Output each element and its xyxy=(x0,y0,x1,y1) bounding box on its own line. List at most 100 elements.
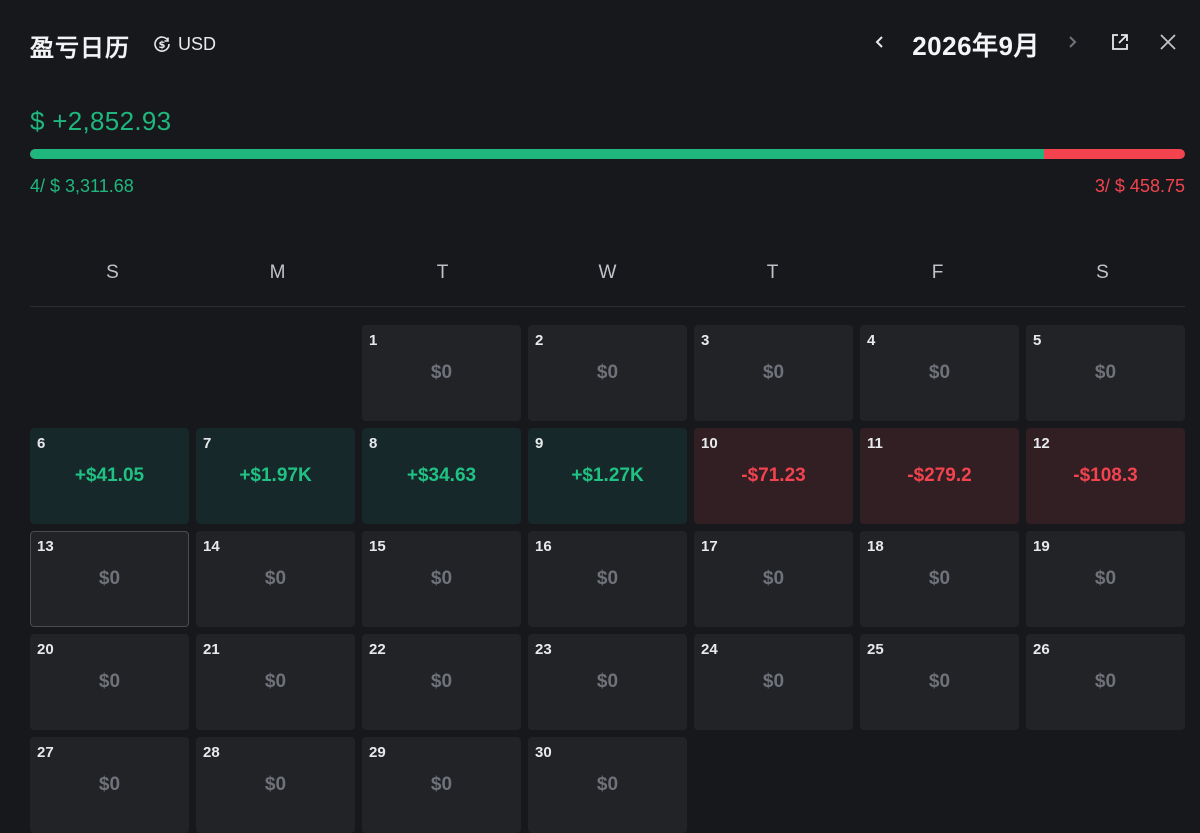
currency-selector[interactable]: $ USD xyxy=(152,33,216,55)
day-cell[interactable]: 29 $0 xyxy=(362,737,521,833)
day-number: 21 xyxy=(203,641,220,658)
day-cell[interactable]: 11 -$279.2 xyxy=(860,428,1019,524)
day-number: 6 xyxy=(37,435,46,452)
day-number: 11 xyxy=(867,435,883,452)
day-cell[interactable]: 2 $0 xyxy=(528,325,687,421)
day-cell[interactable]: 26 $0 xyxy=(1026,634,1185,730)
day-cell[interactable]: 23 $0 xyxy=(528,634,687,730)
day-cell[interactable]: 12 -$108.3 xyxy=(1026,428,1185,524)
calendar-grid: 1 $0 2 $0 3 $0 4 $0 5 $0 6 +$41.05 7 +$1.97K 8 +$34.63 9… xyxy=(30,325,1185,833)
current-month: 2026年9月 xyxy=(912,30,1040,61)
day-pnl: -$108.3 xyxy=(1073,465,1138,486)
day-pnl: +$41.05 xyxy=(74,465,145,486)
day-cell[interactable]: 13 $0 xyxy=(30,531,189,627)
day-number: 20 xyxy=(37,641,54,658)
day-cell[interactable]: 27 $0 xyxy=(30,737,189,833)
day-number: 13 xyxy=(37,538,54,555)
page-title: 盈亏日历 xyxy=(30,35,130,62)
day-number: 19 xyxy=(1033,538,1050,555)
day-pnl: $0 xyxy=(98,671,121,692)
day-cell[interactable]: 1 $0 xyxy=(362,325,521,421)
day-pnl: -$71.23 xyxy=(741,465,806,486)
loss-summary: 3/ $ 458.75 xyxy=(1094,176,1185,196)
day-number: 8 xyxy=(369,435,378,452)
day-pnl: $0 xyxy=(596,774,619,795)
dollar-cycle-icon: $ xyxy=(152,34,172,54)
day-number: 7 xyxy=(203,435,212,452)
day-cell[interactable]: 24 $0 xyxy=(694,634,853,730)
day-cell[interactable]: 22 $0 xyxy=(362,634,521,730)
day-number: 25 xyxy=(867,641,884,658)
day-cell[interactable]: 16 $0 xyxy=(528,531,687,627)
day-number: 30 xyxy=(535,744,552,761)
day-cell[interactable]: 7 +$1.97K xyxy=(196,428,355,524)
day-pnl: -$279.2 xyxy=(907,465,972,486)
day-number: 22 xyxy=(369,641,386,658)
day-cell[interactable]: 17 $0 xyxy=(694,531,853,627)
day-cell[interactable]: 28 $0 xyxy=(196,737,355,833)
day-cell[interactable]: 21 $0 xyxy=(196,634,355,730)
chevron-left-icon xyxy=(873,35,887,54)
day-cell[interactable]: 18 $0 xyxy=(860,531,1019,627)
day-cell[interactable]: 20 $0 xyxy=(30,634,189,730)
day-number: 24 xyxy=(701,641,718,658)
day-number: 17 xyxy=(701,538,718,555)
day-number: 26 xyxy=(1033,641,1050,658)
day-pnl: $0 xyxy=(928,362,951,383)
empty-day-cell xyxy=(196,325,355,421)
day-pnl: +$1.97K xyxy=(239,465,312,486)
close-button[interactable] xyxy=(1154,30,1182,58)
day-pnl: $0 xyxy=(264,774,287,795)
day-cell[interactable]: 3 $0 xyxy=(694,325,853,421)
day-pnl: $0 xyxy=(1094,362,1117,383)
weekday-label: S xyxy=(1096,262,1109,283)
day-number: 29 xyxy=(369,744,386,761)
day-cell[interactable]: 9 +$1.27K xyxy=(528,428,687,524)
day-number: 9 xyxy=(535,435,544,452)
day-cell[interactable]: 15 $0 xyxy=(362,531,521,627)
win-bar-fill xyxy=(30,149,1045,159)
day-pnl: $0 xyxy=(1094,671,1117,692)
svg-text:$: $ xyxy=(159,40,166,51)
day-cell[interactable]: 25 $0 xyxy=(860,634,1019,730)
day-number: 16 xyxy=(535,538,552,555)
day-number: 18 xyxy=(867,538,884,555)
day-pnl: $0 xyxy=(98,774,121,795)
day-pnl: $0 xyxy=(762,568,785,589)
day-cell[interactable]: 4 $0 xyxy=(860,325,1019,421)
next-month-button[interactable] xyxy=(1058,30,1086,58)
day-pnl: $0 xyxy=(928,568,951,589)
day-pnl: $0 xyxy=(762,671,785,692)
weekday-label: M xyxy=(269,262,286,283)
day-pnl: $0 xyxy=(1094,568,1117,589)
day-cell[interactable]: 8 +$34.63 xyxy=(362,428,521,524)
day-number: 5 xyxy=(1033,332,1042,349)
day-cell[interactable]: 5 $0 xyxy=(1026,325,1185,421)
open-external-button[interactable] xyxy=(1106,30,1134,58)
prev-month-button[interactable] xyxy=(866,30,894,58)
month-navigation: 2026年9月 xyxy=(866,22,1182,66)
chevron-right-icon xyxy=(1065,35,1079,54)
weekday-label: T xyxy=(766,262,779,283)
close-icon xyxy=(1159,33,1177,56)
weekday-label: T xyxy=(436,262,449,283)
day-cell[interactable]: 14 $0 xyxy=(196,531,355,627)
currency-label: USD xyxy=(178,33,217,54)
weekday-label: W xyxy=(598,262,617,283)
day-number: 12 xyxy=(1033,435,1050,452)
day-pnl: $0 xyxy=(430,774,453,795)
day-number: 14 xyxy=(203,538,220,555)
day-cell[interactable]: 30 $0 xyxy=(528,737,687,833)
day-cell[interactable]: 19 $0 xyxy=(1026,531,1185,627)
day-pnl: $0 xyxy=(596,568,619,589)
day-cell[interactable]: 6 +$41.05 xyxy=(30,428,189,524)
day-cell[interactable]: 10 -$71.23 xyxy=(694,428,853,524)
calendar-header: 盈亏日历 $ USD 2026年9月 xyxy=(0,0,1200,88)
day-number: 15 xyxy=(369,538,386,555)
day-pnl: $0 xyxy=(928,671,951,692)
day-number: 1 xyxy=(369,332,378,349)
day-number: 2 xyxy=(535,332,544,349)
day-pnl: $0 xyxy=(264,568,287,589)
day-number: 23 xyxy=(535,641,552,658)
